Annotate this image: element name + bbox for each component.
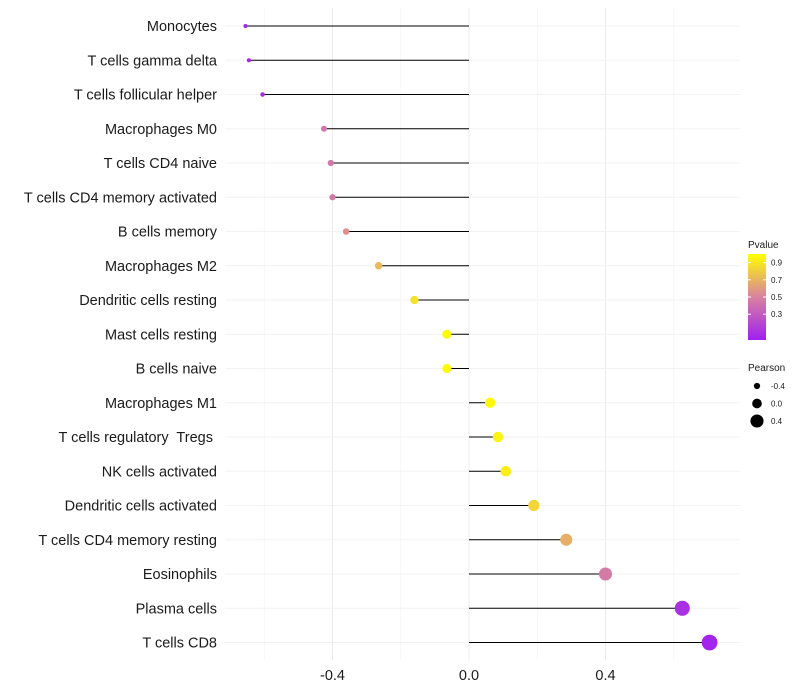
category-label: Mast cells resting [105,327,217,343]
pvalue-legend-label: 0.5 [771,293,783,302]
category-label: T cells CD4 memory activated [24,190,217,206]
lollipop-point [327,159,334,167]
pearson-legend-key [752,398,762,409]
category-label: NK cells activated [102,464,217,480]
lollipop-point [528,499,540,512]
lollipop-points [243,23,718,651]
x-tick-label: 0.4 [595,668,615,684]
pearson-legend: Pearson -0.4 0.0 0.4 [748,363,785,428]
lollipop-point [246,58,251,63]
x-tick-label: -0.4 [320,668,345,684]
category-label: Macrophages M0 [105,122,217,138]
category-label: Dendritic cells activated [65,499,217,515]
category-label: B cells memory [118,225,218,241]
pearson-legend-title: Pearson [748,363,785,374]
pvalue-legend-title: Pvalue [748,240,779,251]
lollipop-point [260,92,265,97]
pearson-legend-label: 0.0 [771,400,783,409]
lollipop-point [674,600,690,616]
category-label: Macrophages M1 [105,396,217,412]
category-label: T cells gamma delta [88,53,218,69]
pearson-legend-label: 0.4 [771,417,783,426]
category-label: B cells naive [136,362,217,378]
lollipop-point [410,295,419,305]
category-label: T cells CD4 naive [104,156,217,172]
category-label: T cells follicular helper [74,88,217,104]
category-label: T cells CD8 [142,636,217,652]
lollipop-point [701,634,718,651]
category-label: Dendritic cells resting [79,293,217,309]
lollipop-point [598,567,613,581]
lollipop-point [442,363,452,374]
lollipop-point [500,465,512,477]
x-tick-label: 0.0 [459,668,479,684]
lollipop-point [485,397,496,408]
pearson-legend-key [750,414,764,428]
lollipop-point [329,194,336,201]
lollipop-point [374,262,383,270]
category-label: Macrophages M2 [105,259,217,275]
category-label: T cells regulatory Tregs [59,430,218,446]
pvalue-colorbar [748,254,766,340]
category-label: Monocytes [147,19,217,35]
lollipop-point [560,533,573,546]
lollipop-point [320,125,327,132]
lollipop-point [243,23,248,29]
lollipop-point [342,228,350,235]
lollipop-point [492,431,504,443]
lollipop-point [442,329,452,339]
category-label: Plasma cells [136,601,217,617]
pvalue-legend-label: 0.9 [771,259,783,268]
category-label: T cells CD4 memory resting [38,533,217,549]
category-label: Eosinophils [143,567,217,583]
grid-lines [225,8,740,660]
pearson-legend-label: -0.4 [771,382,785,391]
pearson-legend-key [753,382,761,390]
category-labels: Monocytes T cells gamma delta T cells foll… [24,19,218,652]
pvalue-legend-label: 0.7 [771,276,783,285]
pvalue-legend-label: 0.3 [771,310,783,319]
x-axis-tick-labels: -0.4 0.0 0.4 [320,668,616,684]
pvalue-legend: Pvalue 0.9 0.7 0.5 0.3 [748,240,783,340]
